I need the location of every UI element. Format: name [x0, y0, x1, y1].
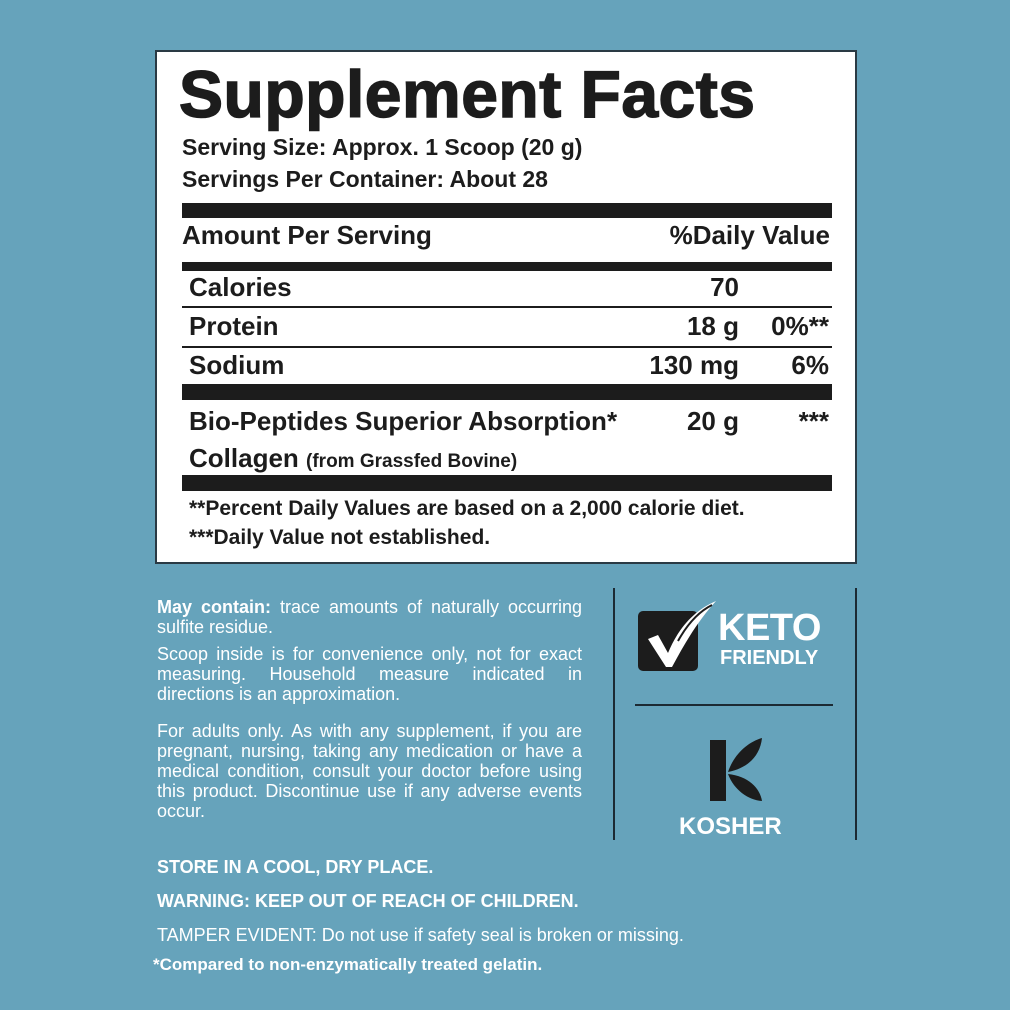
- kosher-k-icon: [710, 738, 765, 808]
- collagen-word: Collagen: [189, 443, 299, 473]
- nutrient-dv: 0%**: [771, 311, 829, 341]
- servings-per-container: Servings Per Container: About 28: [182, 166, 548, 192]
- divider-thick: [182, 203, 832, 218]
- nutrient-name: Calories: [189, 272, 292, 302]
- keto-label: KETO: [718, 607, 821, 649]
- supplement-facts-panel: Supplement Facts Serving Size: Approx. 1…: [155, 50, 857, 564]
- adults-note: For adults only. As with any supplement,…: [157, 721, 582, 821]
- collagen-name-line2: Collagen (from Grassfed Bovine): [189, 443, 517, 474]
- footnote-not-established: ***Daily Value not established.: [189, 526, 491, 549]
- divider-thick: [182, 475, 832, 491]
- may-contain-note: May contain: trace amounts of naturally …: [157, 597, 582, 637]
- badge-divider-left: [613, 588, 615, 840]
- panel-title: Supplement Facts: [178, 56, 756, 132]
- may-contain-text: trace amounts of naturally occurring sul…: [157, 597, 583, 637]
- divider-thick: [182, 384, 832, 400]
- nutrient-amount: 70: [710, 272, 739, 302]
- storage-instructions: STORE IN A COOL, DRY PLACE.: [157, 857, 434, 877]
- header-amount: Amount Per Serving: [182, 220, 432, 250]
- nutrient-amount: 18 g: [686, 311, 739, 341]
- may-contain-label: May contain:: [157, 597, 271, 617]
- nutrient-dv: 6%: [791, 350, 829, 380]
- keto-check-leaf-icon: [638, 601, 716, 671]
- serving-size: Serving Size: Approx. 1 Scoop (20 g): [182, 134, 583, 160]
- kosher-label: KOSHER: [679, 813, 782, 840]
- badge-divider-right: [855, 588, 857, 840]
- nutrient-amount: 130 mg: [649, 350, 739, 380]
- children-warning: WARNING: KEEP OUT OF REACH OF CHILDREN.: [157, 891, 579, 911]
- collagen-amount: 20 g: [686, 406, 739, 436]
- nutrient-name: Protein: [189, 311, 279, 341]
- nutrient-name: Sodium: [189, 350, 285, 380]
- footnote-daily-values: **Percent Daily Values are based on a 2,…: [189, 497, 745, 520]
- row-collagen: Bio-Peptides Superior Absorption* Collag…: [189, 406, 829, 486]
- badge-divider-middle: [635, 704, 833, 706]
- divider-thin: [182, 346, 832, 348]
- tamper-evident-note: TAMPER EVIDENT: Do not use if safety sea…: [157, 925, 684, 945]
- header-daily-value: %Daily Value: [669, 220, 830, 250]
- divider-thin: [182, 306, 832, 308]
- scoop-note: Scoop inside is for convenience only, no…: [157, 644, 582, 704]
- gelatin-comparison-note: *Compared to non-enzymatically treated g…: [153, 955, 543, 974]
- collagen-name-line1: Bio-Peptides Superior Absorption*: [189, 406, 618, 436]
- divider-medium: [182, 262, 832, 271]
- friendly-label: FRIENDLY: [720, 647, 819, 669]
- collagen-dv: ***: [798, 406, 829, 436]
- collagen-source: (from Grassfed Bovine): [306, 451, 518, 472]
